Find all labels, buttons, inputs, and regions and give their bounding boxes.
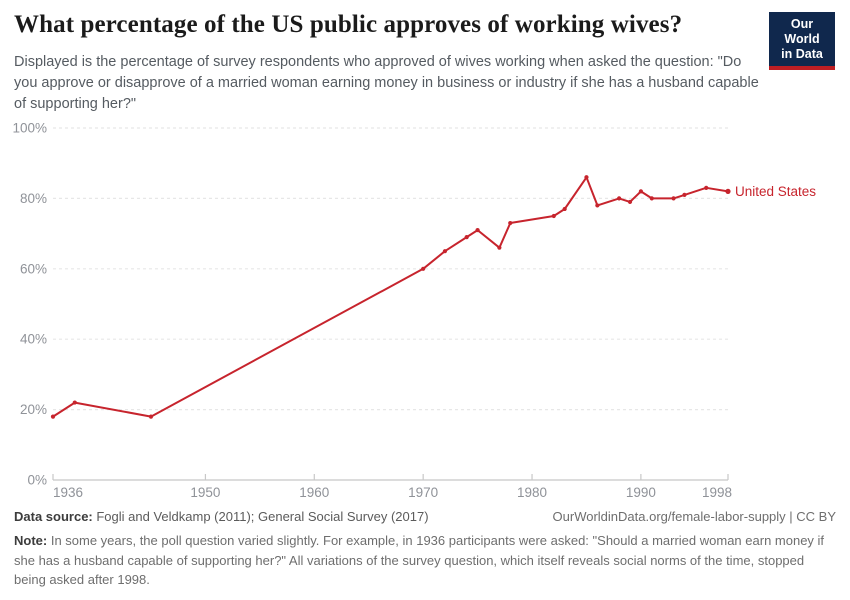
- owid-logo-line2: in Data: [781, 47, 823, 61]
- x-axis-tick-label: 1970: [408, 485, 438, 500]
- y-axis-tick-label: 20%: [20, 402, 47, 417]
- x-axis-tick-label: 1960: [299, 485, 329, 500]
- data-point[interactable]: [562, 206, 567, 212]
- data-point[interactable]: [508, 220, 513, 226]
- note-text: In some years, the poll question varied …: [14, 533, 825, 587]
- owid-logo-line1: Our World: [784, 17, 820, 46]
- data-point[interactable]: [627, 199, 633, 205]
- data-point[interactable]: [725, 188, 731, 194]
- datasource-line: Data source: Fogli and Veldkamp (2011); …: [14, 509, 429, 524]
- x-axis-tick-label: 1936: [53, 485, 83, 500]
- data-point[interactable]: [671, 196, 676, 201]
- data-point[interactable]: [617, 196, 622, 201]
- data-point[interactable]: [638, 189, 644, 194]
- data-point[interactable]: [464, 235, 469, 240]
- data-point[interactable]: [682, 192, 687, 197]
- datasource-label: Data source:: [14, 509, 93, 524]
- x-axis-tick-label: 1990: [626, 485, 656, 500]
- data-point[interactable]: [497, 245, 502, 250]
- chart-note: Note: In some years, the poll question v…: [14, 531, 836, 590]
- y-axis-tick-label: 0%: [27, 473, 47, 488]
- page-title: What percentage of the US public approve…: [14, 11, 683, 38]
- chart-footer: Data source: Fogli and Veldkamp (2011); …: [14, 509, 836, 590]
- data-point[interactable]: [148, 414, 154, 419]
- data-point[interactable]: [551, 213, 556, 219]
- data-point[interactable]: [595, 203, 600, 208]
- x-axis-tick-label: 1950: [190, 485, 220, 500]
- x-axis-tick-label: 1998: [702, 485, 732, 500]
- note-label: Note:: [14, 533, 48, 548]
- data-point[interactable]: [421, 266, 426, 271]
- y-axis-tick-label: 100%: [12, 121, 47, 136]
- series-label-united-states[interactable]: United States: [735, 184, 816, 199]
- data-point[interactable]: [584, 175, 589, 180]
- data-point[interactable]: [72, 400, 77, 405]
- y-axis-tick-label: 80%: [20, 191, 47, 206]
- data-point[interactable]: [649, 196, 654, 201]
- data-point[interactable]: [442, 249, 448, 254]
- y-axis-tick-label: 60%: [20, 261, 47, 276]
- owid-url-link[interactable]: OurWorldinData.org/female-labor-supply |…: [552, 509, 836, 524]
- data-line-united-states[interactable]: [52, 176, 729, 418]
- datasource-text: Fogli and Veldkamp (2011); General Socia…: [92, 509, 429, 524]
- owid-logo[interactable]: Our World in Data: [769, 12, 835, 70]
- data-point[interactable]: [475, 227, 480, 233]
- chart-subtitle: Displayed is the percentage of survey re…: [14, 54, 759, 113]
- data-point[interactable]: [704, 185, 709, 190]
- data-point[interactable]: [50, 414, 56, 419]
- y-axis-tick-label: 40%: [20, 332, 47, 347]
- x-axis-tick-label: 1980: [517, 485, 547, 500]
